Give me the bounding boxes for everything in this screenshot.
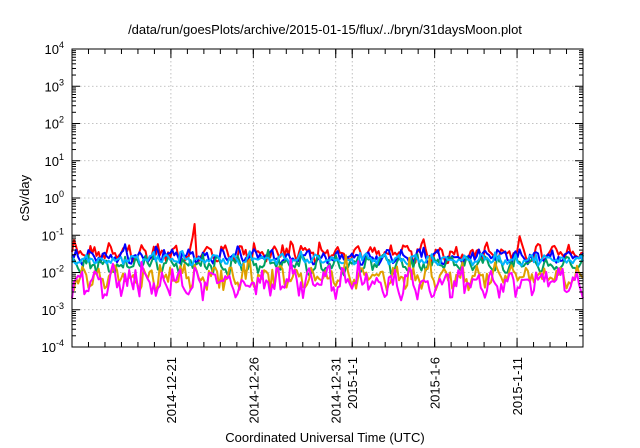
y-tick-label: 10-2: [42, 264, 64, 281]
y-tick-label: 103: [45, 77, 64, 94]
y-tick-exponent: -4: [56, 338, 64, 348]
series-line: [71, 254, 584, 293]
y-tick-exponent: 2: [59, 115, 64, 125]
y-tick-label: 10-1: [42, 226, 64, 243]
y-axis-label: cSv/day: [17, 174, 32, 221]
y-tick-label: 101: [45, 152, 64, 169]
y-tick-label: 10-3: [42, 301, 64, 318]
y-tick-exponent: -1: [56, 226, 64, 236]
x-tick-label: 2014-12-26: [246, 357, 261, 424]
series-line: [71, 243, 584, 266]
y-tick-exponent: 4: [59, 40, 64, 50]
x-axis-label: Coordinated Universal Time (UTC): [225, 430, 424, 445]
y-tick-exponent: 3: [59, 77, 64, 87]
x-tick-label: 2015-1-11: [510, 357, 525, 415]
series-layer: [71, 223, 584, 302]
y-tick-label: 100: [45, 189, 64, 206]
x-tick-label: 2015-1-6: [428, 357, 443, 409]
chart-title: /data/run/goesPlots/archive/2015-01-15/f…: [128, 22, 522, 37]
series-line: [71, 250, 584, 267]
grid: [72, 49, 583, 347]
y-tick-exponent: -3: [56, 301, 64, 311]
series-line: [71, 258, 584, 302]
x-tick-label: 2014-12-31: [329, 357, 344, 424]
x-tick-label: 2015-1-1: [345, 357, 360, 409]
y-tick-label: 102: [45, 115, 64, 132]
y-tick-exponent: -2: [56, 264, 64, 274]
y-tick-exponent: 1: [59, 152, 64, 162]
y-tick-exponent: 0: [59, 189, 64, 199]
y-tick-label: 104: [45, 40, 64, 57]
x-tick-label: 2014-12-21: [164, 357, 179, 424]
ticks: 10-410-310-210-11001011021031042014-12-2…: [42, 40, 583, 424]
y-tick-label: 10-4: [42, 338, 64, 355]
